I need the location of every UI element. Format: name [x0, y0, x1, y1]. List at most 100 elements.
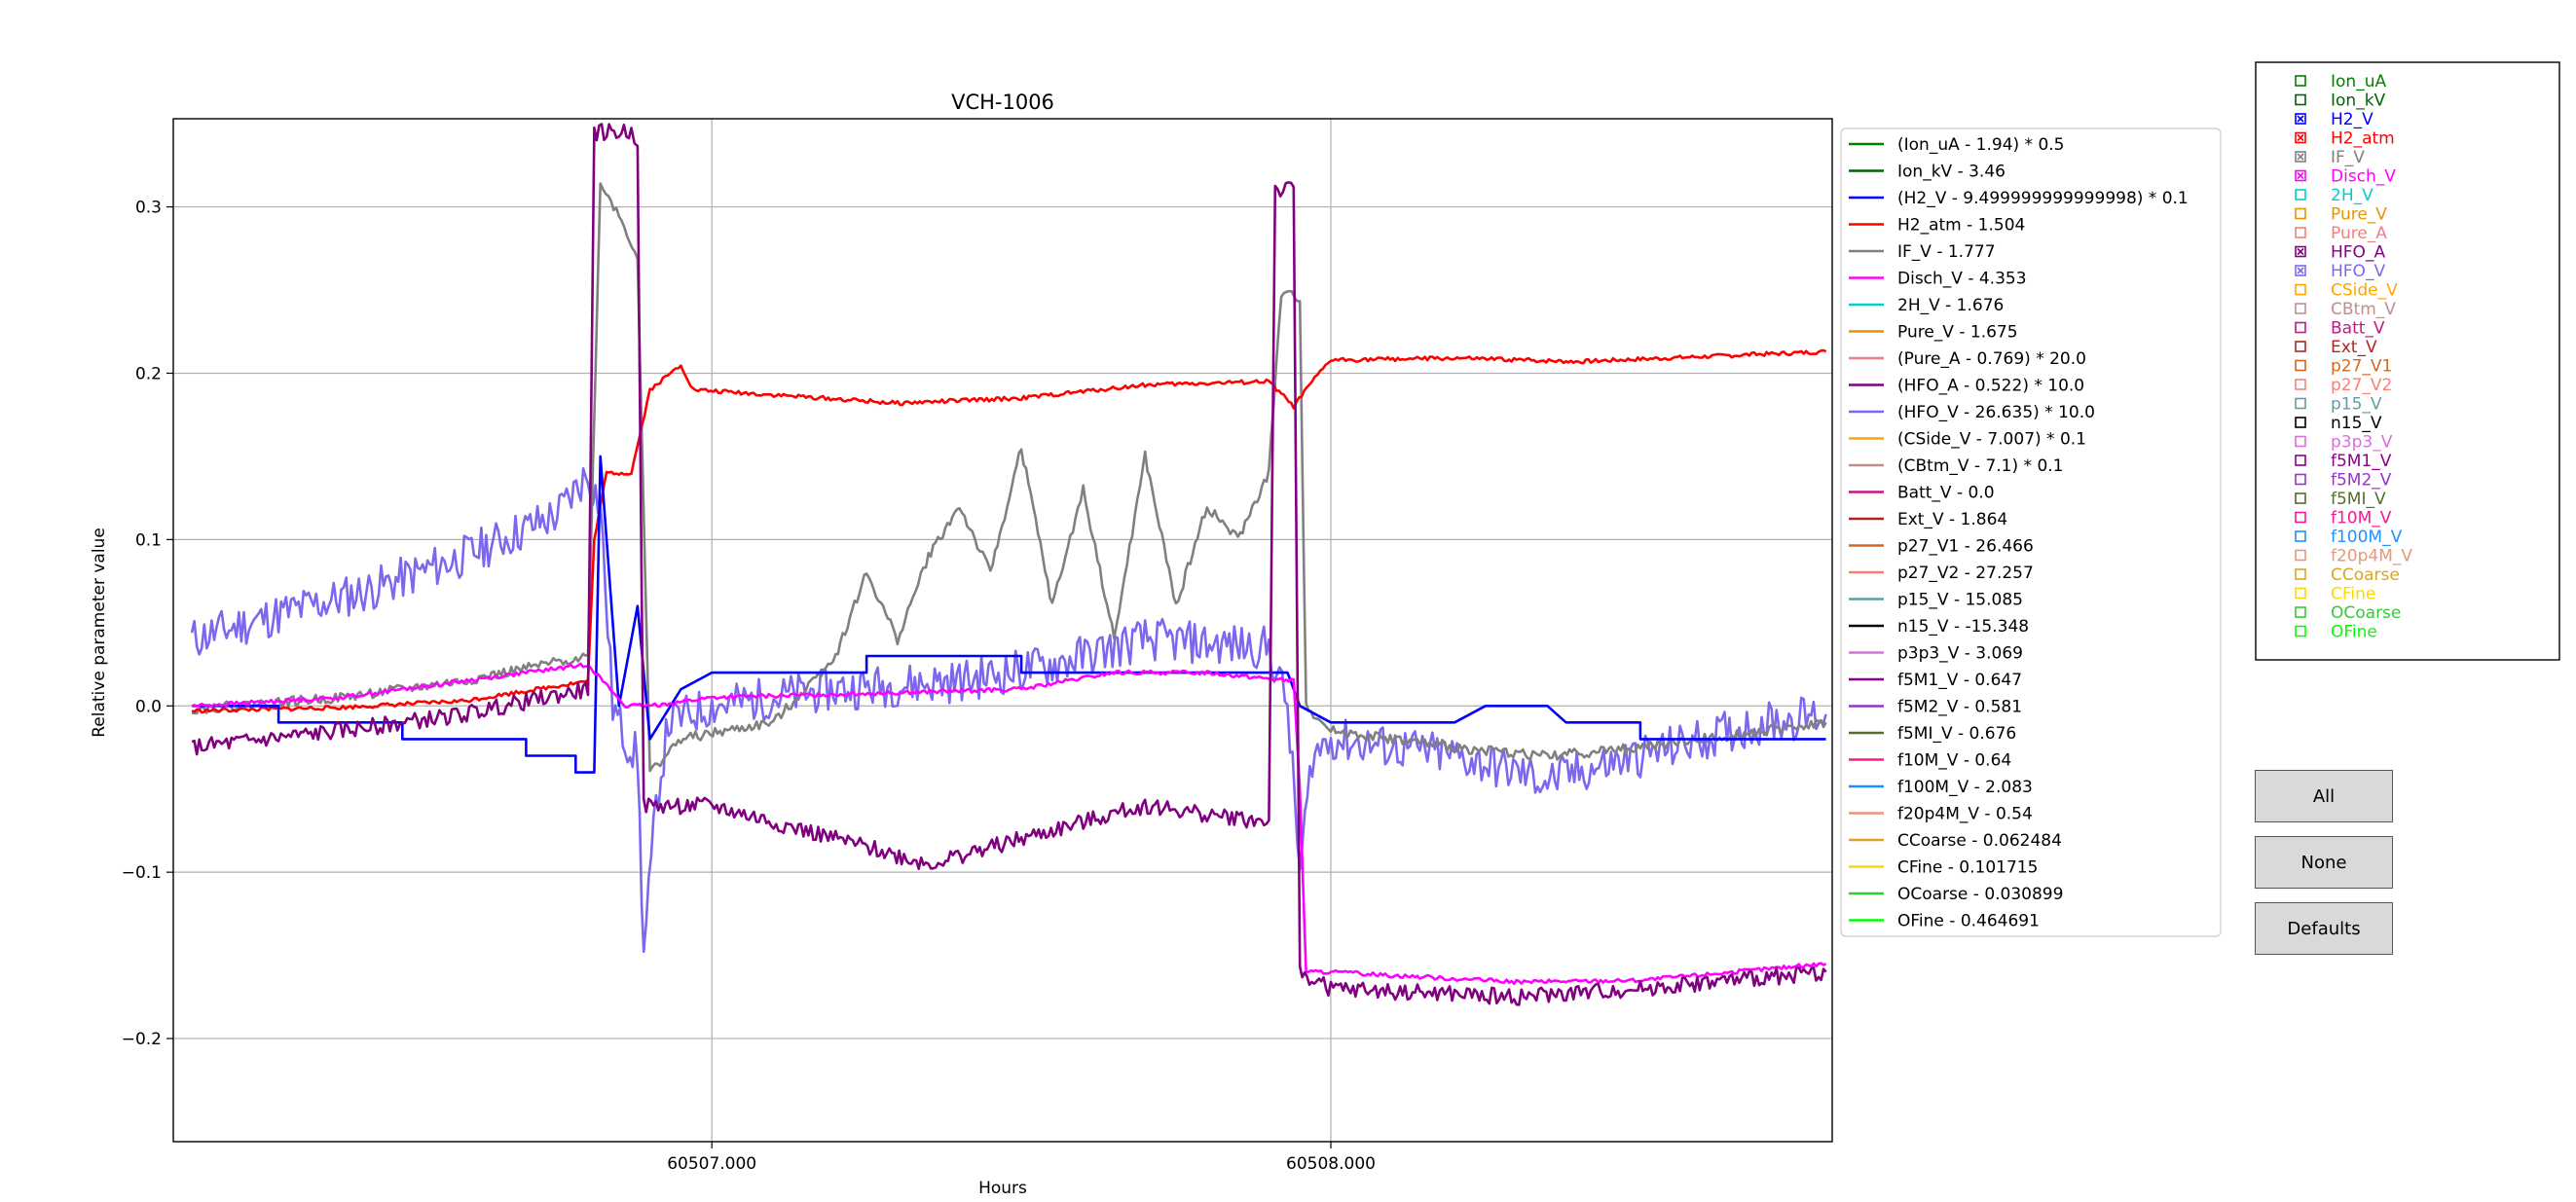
checkbox-box	[2295, 93, 2306, 106]
plot-frame	[172, 118, 1833, 1143]
checkbox-mark	[2297, 247, 2304, 256]
checkbox-item[interactable]: CCoarse	[2295, 565, 2400, 585]
checkbox-label: p3p3_V	[2331, 433, 2393, 453]
checkbox-item[interactable]: Ion_uA	[2295, 72, 2386, 91]
checkbox-label: Ext_V	[2331, 338, 2377, 357]
checkbox-label: Ion_uA	[2331, 72, 2386, 91]
checkbox-item[interactable]: OFine	[2295, 623, 2377, 642]
checkbox-item[interactable]: p27_V1	[2295, 357, 2392, 377]
checkbox-item[interactable]: H2_V	[2295, 110, 2374, 129]
checkbox-item[interactable]: CSide_V	[2295, 281, 2398, 301]
checkbox-item[interactable]: f10M_V	[2295, 509, 2392, 528]
series-line-2	[191, 348, 1827, 714]
checkbox-item[interactable]: Ext_V	[2295, 338, 2377, 357]
checkbox-label: H2_atm	[2331, 129, 2395, 149]
checkbox-label: IF_V	[2331, 148, 2365, 167]
y-tick-label: −0.1	[122, 863, 162, 883]
checkbox-item[interactable]: n15_V	[2295, 414, 2382, 433]
legend-label: f100M_V - 2.083	[1897, 778, 2033, 797]
checkbox-label: HFO_V	[2331, 262, 2385, 281]
checkbox-label: f20p4M_V	[2331, 547, 2412, 566]
checkbox-label: n15_V	[2331, 414, 2382, 433]
checkbox-box	[2295, 131, 2306, 144]
y-tick-label: 0.1	[135, 530, 162, 550]
none-button[interactable]: None	[2255, 836, 2393, 889]
checkbox-mark	[2297, 133, 2304, 142]
checkbox-box	[2295, 321, 2306, 334]
checkbox-box	[2295, 75, 2306, 87]
checkbox-label: CCoarse	[2331, 565, 2400, 585]
checkbox-label: p27_V2	[2331, 376, 2392, 395]
y-tick-label: 0.0	[135, 697, 162, 716]
checkbox-item[interactable]: IF_V	[2295, 148, 2365, 167]
checkbox-item[interactable]: f5M2_V	[2295, 471, 2392, 491]
checkbox-item[interactable]: H2_atm	[2295, 129, 2395, 149]
checkbox-label: f5M2_V	[2331, 471, 2392, 491]
legend-label: (Ion_uA - 1.94) * 0.5	[1897, 135, 2065, 155]
legend-label: f5M2_V - 0.581	[1897, 698, 2022, 717]
legend-label: OFine - 0.464691	[1897, 912, 2040, 931]
series-line-4	[191, 662, 1827, 985]
checkbox-box	[2295, 245, 2306, 258]
legend-label: p27_V2 - 27.257	[1897, 564, 2034, 583]
checkbox-item[interactable]: p15_V	[2295, 395, 2382, 415]
legend-label: p3p3_V - 3.069	[1897, 644, 2023, 664]
legend-box	[1840, 127, 2222, 937]
checkbox-item[interactable]: HFO_V	[2295, 262, 2385, 281]
legend-label: f10M_V - 0.64	[1897, 751, 2011, 771]
series-layer	[190, 123, 1827, 1006]
checkbox-box	[2295, 625, 2306, 637]
checkbox-box	[2295, 207, 2306, 220]
y-tick-label: −0.2	[122, 1030, 162, 1049]
legend-label: f5M1_V - 0.647	[1897, 671, 2022, 690]
checkbox-item[interactable]: f5MI_V	[2295, 490, 2386, 509]
checkbox-box	[2295, 492, 2306, 504]
legend-label: f5MI_V - 0.676	[1897, 724, 2016, 744]
checkbox-item[interactable]: Disch_V	[2295, 167, 2396, 187]
checkbox-item[interactable]: Ion_kV	[2295, 91, 2386, 111]
checkbox-item[interactable]: Pure_V	[2295, 205, 2387, 225]
checkbox-item[interactable]: HFO_A	[2295, 243, 2385, 263]
checkbox-box	[2295, 549, 2306, 562]
checkbox-item[interactable]: p27_V2	[2295, 376, 2392, 395]
checkbox-box	[2295, 359, 2306, 372]
checkbox-item[interactable]: CFine	[2295, 585, 2375, 604]
checkbox-box	[2295, 473, 2306, 486]
legend-label: n15_V - -15.348	[1897, 617, 2029, 637]
checkbox-item[interactable]: f100M_V	[2295, 528, 2403, 547]
checkbox-box	[2295, 455, 2306, 466]
checkbox-label: f10M_V	[2331, 509, 2392, 528]
checkbox-label: p15_V	[2331, 395, 2382, 415]
checkbox-item[interactable]: Batt_V	[2295, 319, 2385, 339]
checkbox-box	[2295, 265, 2306, 276]
legend-label: (H2_V - 9.499999999999998) * 0.1	[1897, 189, 2189, 208]
legend-label: Ext_V - 1.864	[1897, 510, 2007, 529]
checkbox-box	[2295, 113, 2306, 125]
all-button[interactable]: All	[2255, 770, 2393, 822]
checkbox-label: HFO_A	[2331, 243, 2385, 263]
checkbox-item[interactable]: f20p4M_V	[2295, 547, 2412, 566]
legend-label: CFine - 0.101715	[1897, 858, 2038, 878]
checkbox-box	[2295, 227, 2306, 238]
chart-title: VCH-1006	[951, 91, 1054, 114]
checkbox-item[interactable]: CBtm_V	[2295, 300, 2396, 319]
defaults-button[interactable]: Defaults	[2255, 902, 2393, 955]
legend-label: IF_V - 1.777	[1897, 242, 1996, 262]
x-axis-label: Hours	[978, 1179, 1027, 1198]
checkbox-label: H2_V	[2331, 110, 2374, 129]
checkbox-item[interactable]: Pure_A	[2295, 224, 2387, 243]
checkbox-item[interactable]: 2H_V	[2295, 186, 2374, 205]
checkbox-label: 2H_V	[2331, 186, 2374, 205]
legend-label: Batt_V - 0.0	[1897, 484, 1995, 503]
series-line-5	[191, 123, 1827, 1006]
series-line-3	[192, 455, 1826, 774]
checkbox-item[interactable]: OCoarse	[2295, 603, 2401, 623]
checkbox-box	[2295, 417, 2306, 428]
checkbox-label: f5M1_V	[2331, 452, 2392, 471]
checkbox-mark	[2297, 171, 2304, 180]
checkbox-box	[2295, 303, 2306, 314]
legend-label: (CSide_V - 7.007) * 0.1	[1897, 430, 2086, 450]
y-tick-label: 0.2	[135, 364, 162, 383]
checkbox-item[interactable]: p3p3_V	[2295, 433, 2393, 453]
checkbox-item[interactable]: f5M1_V	[2295, 452, 2392, 471]
